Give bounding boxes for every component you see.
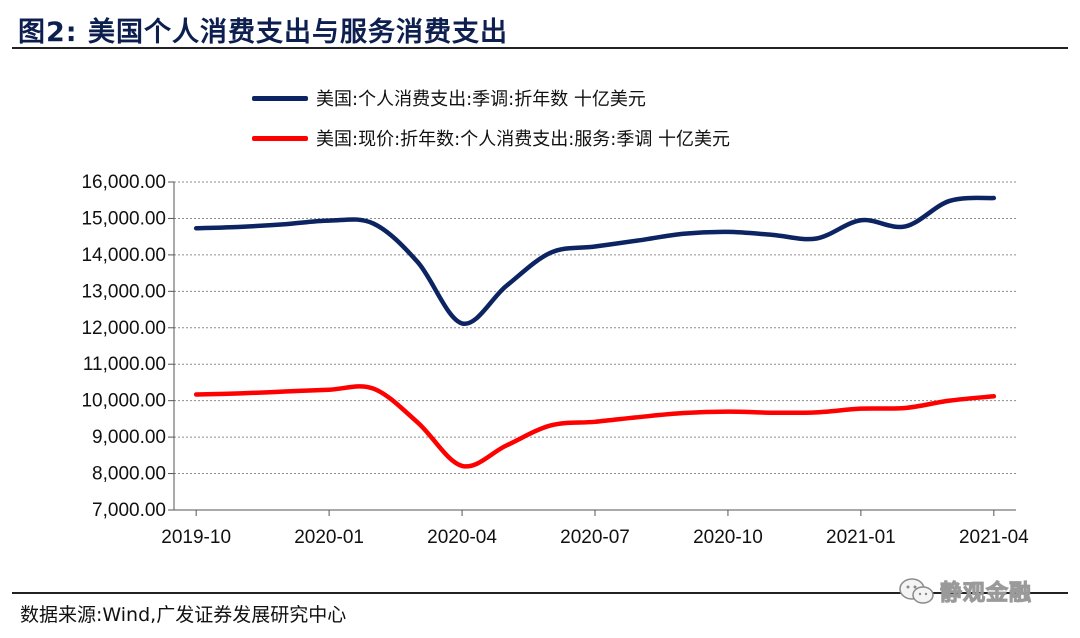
title-divider bbox=[12, 47, 1068, 49]
y-tick-label: 13,000.00 bbox=[81, 281, 166, 302]
watermark-text: 静观金融 bbox=[939, 581, 1033, 607]
source-note: 数据来源:Wind,广发证券发展研究中心 bbox=[20, 604, 347, 626]
legend-label-pce: 美国:个人消费支出:季调:折年数 十亿美元 bbox=[316, 89, 646, 110]
x-tick-label: 2020-04 bbox=[427, 527, 497, 548]
legend-swatch-services bbox=[252, 135, 308, 141]
y-tick-label: 12,000.00 bbox=[81, 318, 166, 339]
y-tick-label: 11,000.00 bbox=[83, 354, 166, 375]
series-line-services bbox=[193, 384, 997, 469]
line-chart: 7,000.00 8,000.00 9,000.00 10,000.00 11,000.… bbox=[81, 172, 1029, 548]
y-tick-label: 15,000.00 bbox=[81, 208, 166, 229]
chart-legend: 美国:个人消费支出:季调:折年数 十亿美元 美国:现价:折年数:个人消费支出:服… bbox=[252, 78, 730, 158]
legend-label-services: 美国:现价:折年数:个人消费支出:服务:季调 十亿美元 bbox=[316, 129, 731, 150]
series-line-pce bbox=[193, 195, 997, 326]
y-tick-label: 14,000.00 bbox=[81, 245, 166, 266]
watermark: 静观金融 bbox=[898, 575, 1032, 607]
legend-item-pce: 美国:个人消费支出:季调:折年数 十亿美元 bbox=[252, 78, 730, 118]
y-tick-label: 7,000.00 bbox=[92, 500, 166, 521]
figure-title: 图2: 美国个人消费支出与服务消费支出 bbox=[18, 17, 508, 48]
y-tick-label: 16,000.00 bbox=[81, 172, 166, 193]
y-tick-label: 10,000.00 bbox=[81, 391, 166, 412]
y-tick-label: 8,000.00 bbox=[92, 464, 166, 485]
y-tick-label: 9,000.00 bbox=[92, 427, 166, 448]
x-tick-label: 2020-10 bbox=[693, 527, 763, 548]
x-tick-label: 2021-04 bbox=[959, 527, 1029, 548]
x-tick-label: 2020-07 bbox=[560, 527, 630, 548]
x-tick-label: 2019-10 bbox=[161, 527, 231, 548]
x-tick-label: 2020-01 bbox=[294, 527, 364, 548]
legend-swatch-pce bbox=[252, 95, 308, 101]
source-divider bbox=[12, 592, 1068, 594]
x-tick-label: 2021-01 bbox=[826, 527, 896, 548]
legend-item-services: 美国:现价:折年数:个人消费支出:服务:季调 十亿美元 bbox=[252, 118, 730, 158]
wechat-logo-icon bbox=[899, 578, 934, 604]
